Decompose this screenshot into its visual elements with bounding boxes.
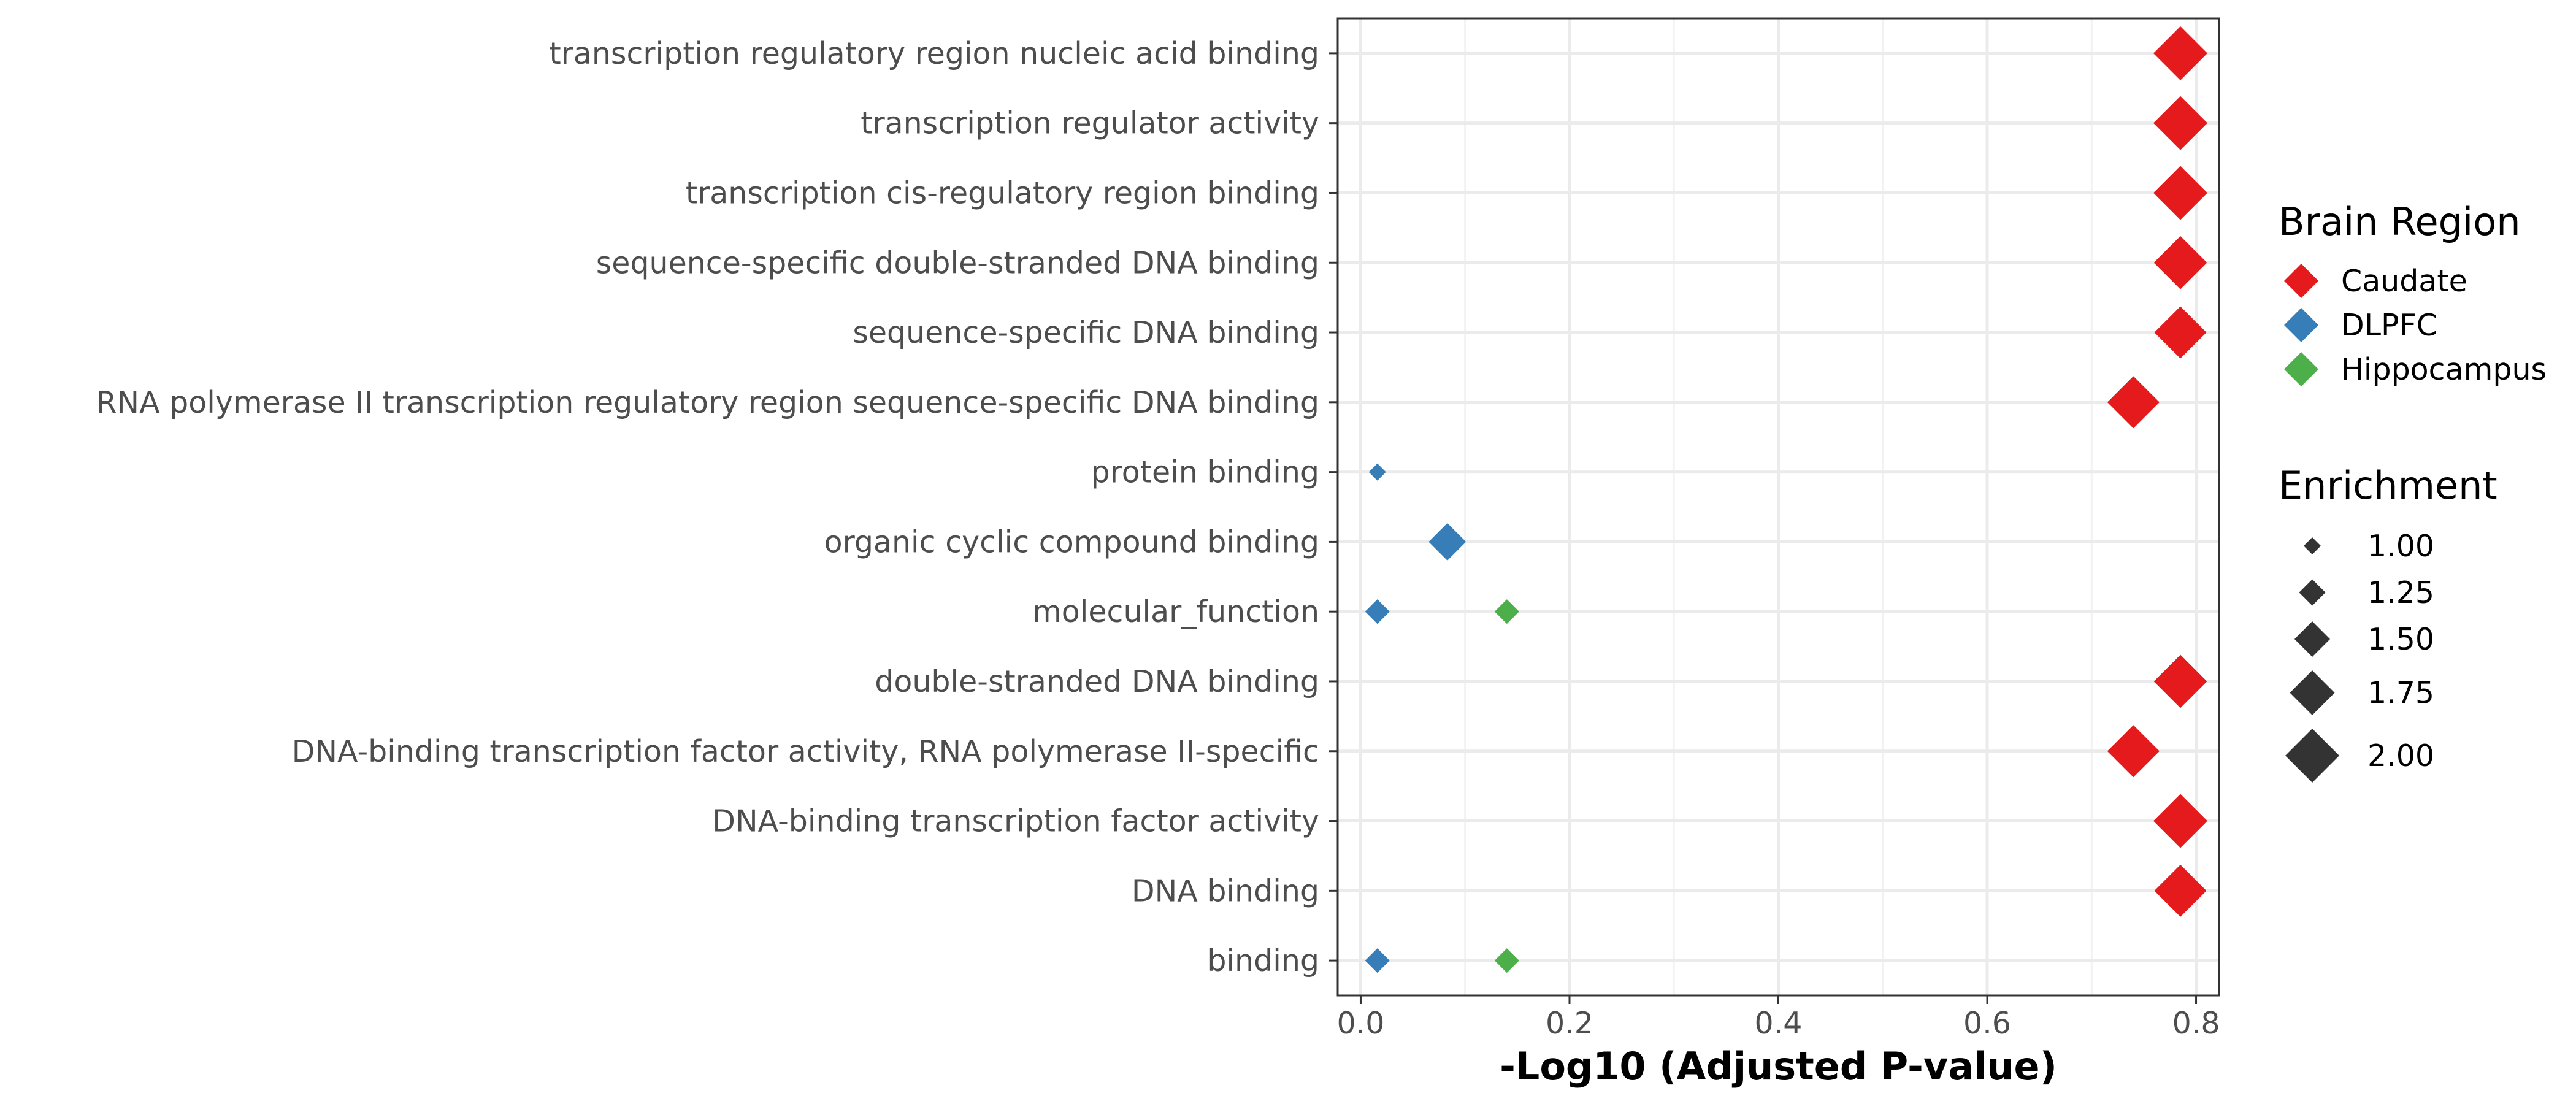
y-tick-label-transcription-regulator-activity: transcription regulator activity xyxy=(861,106,1319,141)
y-tick-label-molecular-function: molecular_function xyxy=(1032,594,1319,629)
y-tick-label-sequence-specific-double-stranded-dna-binding: sequence-specific double-stranded DNA bi… xyxy=(596,245,1319,280)
data-point-dlpfc xyxy=(1365,948,1390,973)
x-axis-title: -Log10 (Adjusted P-value) xyxy=(1500,1044,2057,1089)
legend-title-brain-region: Brain Region xyxy=(2279,199,2521,244)
legend-key-hippocampus xyxy=(2284,352,2318,386)
data-point-caudate xyxy=(2153,654,2207,708)
data-point-caudate xyxy=(2107,725,2160,778)
x-tick-label: 0.2 xyxy=(1546,1006,1593,1041)
y-tick-label-protein-binding: protein binding xyxy=(1091,455,1319,490)
legend-label-hippocampus: Hippocampus xyxy=(2341,352,2547,387)
x-tick-label: 0.0 xyxy=(1336,1006,1384,1041)
data-point-dlpfc xyxy=(1428,523,1466,561)
x-tick-label: 0.4 xyxy=(1755,1006,1803,1041)
legend-size-label: 1.50 xyxy=(2367,622,2434,657)
y-tick-label-dna-binding-transcription-factor-activity-rna-polymerase-ii-specific: DNA-binding transcription factor activit… xyxy=(292,734,1319,769)
legend-key-caudate xyxy=(2284,264,2318,298)
minor-gridlines xyxy=(1464,18,2093,995)
data-point-dlpfc xyxy=(1365,599,1390,624)
y-tick-label-organic-cyclic-compound-binding: organic cyclic compound binding xyxy=(824,524,1319,559)
legend-size-key xyxy=(2299,579,2326,606)
data-point-caudate xyxy=(2153,794,2208,848)
legend-size-label: 1.25 xyxy=(2367,575,2434,610)
legend-title-enrichment: Enrichment xyxy=(2279,463,2497,508)
legend-size-label: 1.75 xyxy=(2367,676,2434,711)
data-point-caudate xyxy=(2153,26,2208,80)
data-point-caudate xyxy=(2154,306,2207,359)
data-point-dlpfc xyxy=(1368,463,1386,481)
legend-key-dlpfc xyxy=(2284,308,2318,342)
legend-size-key xyxy=(2304,537,2321,554)
data-points xyxy=(1365,26,2208,973)
y-tick-label-sequence-specific-dna-binding: sequence-specific DNA binding xyxy=(853,315,1319,350)
legend-size-key xyxy=(2290,670,2335,715)
x-axis: 0.0 0.2 0.4 0.6 0.8 xyxy=(1336,995,2220,1041)
y-tick-label-dna-binding: DNA binding xyxy=(1132,873,1319,908)
data-point-caudate xyxy=(2154,864,2207,917)
y-tick-label-double-stranded-dna-binding: double-stranded DNA binding xyxy=(875,664,1319,699)
legend-size-label: 1.00 xyxy=(2367,529,2434,564)
plot-panel xyxy=(1336,17,2220,997)
y-tick-label-dna-binding-transcription-factor-activity: DNA-binding transcription factor activit… xyxy=(712,804,1319,839)
data-point-caudate xyxy=(2153,96,2208,150)
legend-size-key xyxy=(2285,729,2339,783)
y-tick-label-binding: binding xyxy=(1207,943,1319,978)
major-gridlines xyxy=(1338,18,2219,995)
legend-brain-region: Brain Region Caudate DLPFC Hippocampus xyxy=(2279,199,2547,387)
x-tick-label: 0.8 xyxy=(2172,1006,2220,1041)
legend-label-dlpfc: DLPFC xyxy=(2341,308,2437,343)
x-tick-label: 0.6 xyxy=(1963,1006,2011,1041)
y-tick-label-transcription-regulatory-region-nucleic-acid-binding: transcription regulatory region nucleic … xyxy=(549,36,1319,71)
legend-enrichment: Enrichment 1.00 1.25 1.50 1.75 2.00 xyxy=(2279,463,2497,783)
data-point-caudate xyxy=(2153,166,2208,220)
y-axis: transcription regulatory region nucleic … xyxy=(96,36,1338,978)
legend-size-key xyxy=(2294,621,2330,657)
legend-label-caudate: Caudate xyxy=(2341,264,2467,299)
data-point-hippocampus xyxy=(1494,599,1519,624)
data-point-caudate xyxy=(2153,236,2207,289)
legend-size-label: 2.00 xyxy=(2367,738,2434,773)
data-point-caudate xyxy=(2107,376,2160,429)
y-tick-label-transcription-cis-regulatory-region-binding: transcription cis-regulatory region bind… xyxy=(686,175,1319,210)
data-point-hippocampus xyxy=(1494,948,1519,973)
y-tick-label-rna-polymerase-ii-transcription-regulatory-region-sequence-specific-dna-binding: RNA polymerase II transcription regulato… xyxy=(96,385,1319,420)
